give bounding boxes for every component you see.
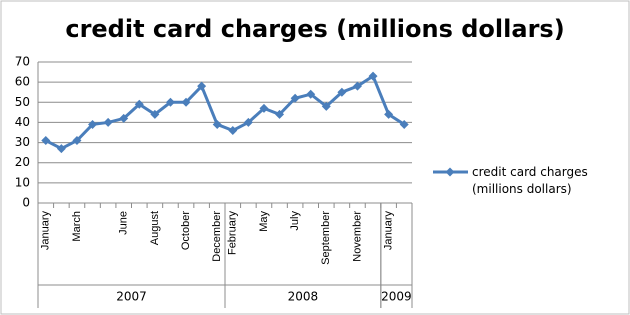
data-point (290, 93, 300, 103)
x-tick-label: February (227, 211, 239, 256)
data-point (368, 71, 378, 81)
x-tick-label: May (258, 211, 270, 232)
data-point (352, 81, 362, 91)
data-point (243, 117, 253, 127)
x-group-label: 2008 (288, 290, 319, 304)
data-point (72, 136, 82, 146)
data-point (134, 99, 144, 109)
data-point (212, 119, 222, 129)
x-tick-label: January (40, 211, 52, 251)
y-tick-label: 40 (15, 115, 30, 129)
x-tick-label: August (149, 211, 161, 245)
data-point (321, 101, 331, 111)
data-point (384, 109, 394, 119)
y-tick-label: 70 (15, 55, 30, 69)
y-tick-label: 10 (15, 175, 30, 189)
x-tick-label: July (289, 211, 301, 231)
y-tick-label: 20 (15, 155, 30, 169)
x-tick-label: January (383, 211, 395, 251)
data-point (88, 119, 98, 129)
data-point (197, 81, 207, 91)
y-tick-label: 50 (15, 95, 30, 109)
x-tick-label: December (211, 211, 223, 262)
x-group-label: 2007 (116, 290, 147, 304)
legend-marker (445, 167, 455, 177)
data-point (399, 119, 409, 129)
y-tick-label: 30 (15, 135, 30, 149)
x-group-label: 2009 (381, 290, 412, 304)
data-point (181, 97, 191, 107)
x-tick-label: October (180, 211, 192, 250)
data-point (306, 89, 316, 99)
data-point (275, 109, 285, 119)
data-point (103, 117, 113, 127)
chart-title: credit card charges (millions dollars) (65, 15, 564, 43)
legend-label: credit card charges (millions dollars) (472, 165, 588, 196)
data-point (41, 136, 51, 146)
data-point (228, 125, 238, 135)
x-tick-label: June (118, 211, 130, 235)
data-point (56, 144, 66, 154)
data-point (150, 109, 160, 119)
x-tick-label: September (320, 211, 332, 265)
y-tick-label: 0 (22, 196, 30, 210)
data-point (165, 97, 175, 107)
data-point (259, 103, 269, 113)
data-point (119, 113, 129, 123)
x-tick-label: March (71, 211, 83, 242)
y-tick-label: 60 (15, 75, 30, 89)
x-tick-label: November (351, 211, 363, 262)
data-point (337, 87, 347, 97)
